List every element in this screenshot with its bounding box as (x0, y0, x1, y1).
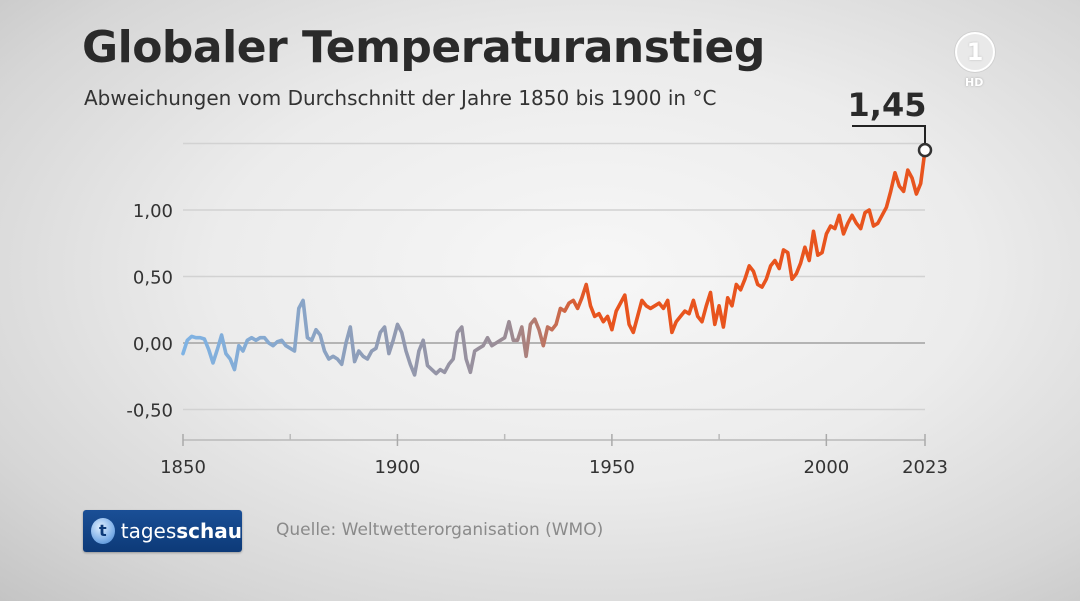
tagesschau-globe-icon: t (91, 518, 115, 544)
x-tick-label: 1900 (375, 457, 421, 478)
y-tick-label: -0,50 (126, 401, 173, 422)
x-tick-label: 1850 (160, 457, 206, 478)
x-tick-label: 2000 (803, 457, 849, 478)
chart-title: Globaler Temperaturanstieg (82, 22, 765, 73)
source-note: Quelle: Weltwetterorganisation (WMO) (276, 520, 604, 540)
y-tick-label: 0,00 (133, 334, 173, 355)
annotation-leader (852, 125, 926, 144)
chart-series (181, 148, 927, 377)
wordmark-part-1: tages (120, 519, 177, 543)
chart-subtitle: Abweichungen vom Durchschnitt der Jahre … (84, 86, 717, 110)
tagesschau-wordmark: tagesschau (121, 519, 242, 543)
chart-grid (183, 142, 925, 411)
y-tick-label: 1,00 (133, 201, 173, 222)
y-tick-label: 0,50 (133, 268, 173, 289)
x-tick-label: 2023 (902, 457, 948, 478)
wordmark-part-2: schau (176, 519, 242, 543)
chart-annotation: 1,45 (848, 86, 933, 158)
channel-logo-icon: 1 (955, 32, 995, 72)
x-tick-label: 1950 (589, 457, 635, 478)
temperature-series-line (181, 148, 927, 377)
x-axis: 1850 1900 1950 2000 2023 (160, 434, 948, 478)
tagesschau-logo: t tagesschau (83, 510, 242, 552)
y-axis: -0,50 0,00 0,50 1,00 (126, 201, 173, 422)
hd-label: HD (965, 76, 984, 89)
annotation-value-label: 1,45 (848, 86, 927, 124)
annotation-marker (917, 142, 933, 158)
